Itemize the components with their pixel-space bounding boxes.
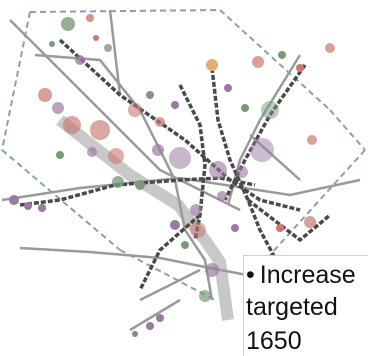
callout-text-1: Increase	[259, 261, 356, 289]
transit-map	[1, 9, 366, 337]
callout-text-2: targeted	[246, 293, 338, 321]
station-marker	[325, 43, 335, 53]
station-marker	[231, 224, 239, 232]
station-marker	[104, 44, 112, 52]
station-marker	[24, 202, 32, 210]
station-markers	[9, 14, 335, 337]
station-marker	[181, 241, 189, 249]
station-marker	[61, 17, 75, 31]
station-marker	[90, 120, 110, 140]
station-marker	[206, 59, 218, 71]
station-marker	[241, 104, 249, 112]
bullet: •	[246, 261, 255, 289]
station-marker	[87, 147, 97, 157]
station-marker	[49, 41, 55, 47]
station-marker	[63, 116, 81, 134]
station-marker	[146, 322, 154, 330]
station-marker	[170, 220, 180, 230]
station-marker	[217, 191, 227, 201]
station-marker	[9, 195, 19, 205]
station-marker	[75, 55, 85, 65]
station-marker	[156, 314, 164, 322]
station-marker	[199, 290, 211, 302]
callout-box: • Increase targeted 1650	[243, 255, 368, 356]
station-marker	[205, 263, 219, 277]
station-marker	[128, 103, 142, 117]
callout-line-1: • Increase	[246, 260, 356, 290]
station-marker	[209, 161, 227, 179]
station-marker	[304, 216, 316, 228]
river	[56, 115, 234, 321]
station-marker	[52, 102, 64, 114]
station-marker	[250, 138, 274, 162]
station-marker	[252, 56, 264, 68]
station-marker	[108, 148, 124, 164]
station-marker	[224, 84, 232, 92]
station-marker	[261, 101, 279, 119]
station-marker	[86, 14, 94, 22]
station-marker	[135, 180, 145, 190]
station-marker	[276, 224, 284, 232]
station-marker	[146, 91, 154, 99]
station-marker	[236, 166, 248, 178]
station-marker	[307, 135, 317, 145]
station-marker	[155, 117, 165, 127]
streets	[1, 9, 361, 332]
callout-text-3: 1650	[246, 327, 302, 355]
station-marker	[93, 35, 99, 41]
station-marker	[278, 51, 286, 59]
metro-lines	[19, 38, 332, 291]
station-marker	[296, 64, 304, 72]
station-marker	[56, 151, 64, 159]
station-marker	[190, 204, 202, 216]
station-marker	[112, 176, 124, 188]
station-marker	[38, 88, 52, 102]
station-marker	[152, 144, 164, 156]
station-marker	[171, 101, 179, 109]
station-marker	[38, 204, 46, 212]
station-marker	[190, 222, 206, 238]
station-marker	[169, 147, 191, 169]
station-marker	[132, 331, 138, 337]
